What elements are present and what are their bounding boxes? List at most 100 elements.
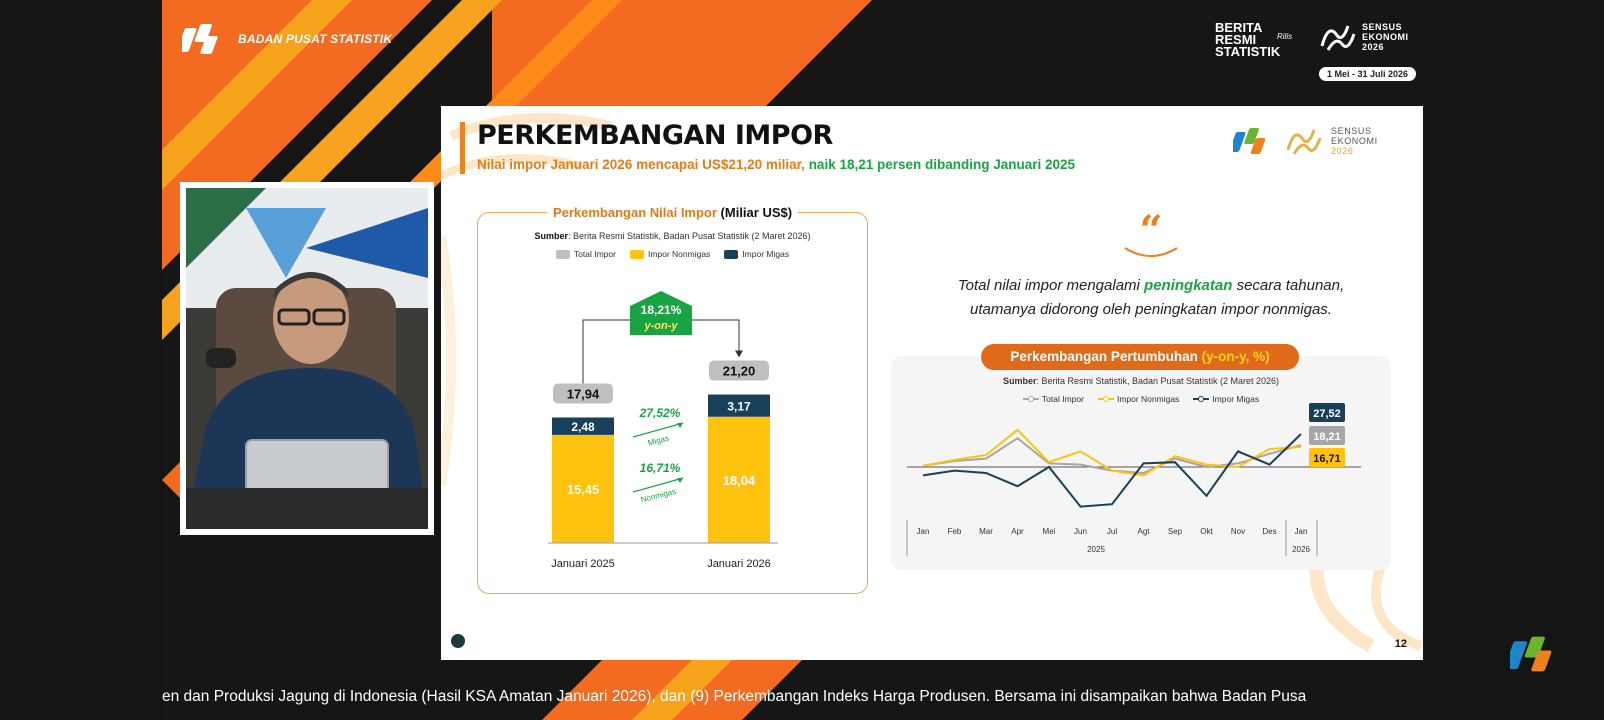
sensus-line-2: EKONOMI xyxy=(1362,32,1409,42)
source-text: : Berita Resmi Statistik, Badan Pusat St… xyxy=(1036,376,1280,386)
yoy-value: 18,21% xyxy=(641,303,682,317)
growth-legend-migas: Impor Migas xyxy=(1193,394,1259,404)
sensus-line-3: 2026 xyxy=(1362,42,1385,52)
key-insight-quote: “ Total nilai impor mengalami peningkata… xyxy=(901,207,1401,322)
nonmigas-growth-label: Nonmigas xyxy=(640,487,677,504)
yoy-label: y-on-y xyxy=(644,320,679,332)
end-label: 27,52 xyxy=(1313,408,1341,420)
growth-line-chart: 27,52 18,21 16,71 Jan Feb Mar Apr Mei Jun Jul Agt S… xyxy=(906,403,1361,556)
x-tick-label: Jan xyxy=(917,527,930,536)
nonmigas-growth-value: 16,71% xyxy=(640,461,681,475)
bar-nonmigas-label: 18,04 xyxy=(723,473,756,488)
presenter-video xyxy=(186,188,428,529)
end-label-box xyxy=(1309,426,1345,445)
quote-text: Total nilai impor mengalami peningkatan … xyxy=(901,274,1401,322)
quote-mark-icon: “ xyxy=(1139,207,1163,254)
brs-line-1: BERITA xyxy=(1215,20,1263,35)
legend-label: Total Impor xyxy=(573,249,616,259)
right-letterbox xyxy=(1432,0,1604,720)
legend-label: Impor Migas xyxy=(742,249,790,259)
left-letterbox xyxy=(0,0,162,720)
sensus-ekonomi-icon xyxy=(1320,25,1356,51)
brs-rilis: Rilis xyxy=(1277,32,1293,41)
line-nonmigas xyxy=(922,428,1302,477)
growth-title-white: Perkembangan Pertumbuhan xyxy=(1010,349,1202,364)
year-2025-label: 2025 xyxy=(1087,545,1105,554)
migas-growth-value: 27,52% xyxy=(639,406,681,420)
page-number: 12 xyxy=(1394,638,1407,650)
smile-decor xyxy=(1124,247,1178,257)
x-tick-label: Jan xyxy=(1295,527,1308,536)
import-value-chart-title: Perkembangan Nilai Impor (Miliar US$) xyxy=(478,205,867,220)
category-label: Januari 2025 xyxy=(551,558,615,570)
growth-source: Sumber: Berita Resmi Statistik, Badan Pu… xyxy=(891,376,1391,386)
x-tick-label: Feb xyxy=(948,527,962,536)
chart-title-orange: Perkembangan Nilai Impor xyxy=(552,205,717,220)
end-label: 18,21 xyxy=(1313,431,1341,443)
bar-migas-label: 3,17 xyxy=(727,400,751,414)
import-value-source: Sumber: Berita Resmi Statistik, Badan Pu… xyxy=(478,231,867,241)
bps-watermark xyxy=(1504,632,1566,681)
migas-growth-arrow xyxy=(632,422,684,438)
legend-label: Impor Nonmigas xyxy=(647,249,711,259)
connector-arrow xyxy=(735,350,743,358)
legend-label: Impor Nonmigas xyxy=(1116,394,1180,404)
leaf-icon xyxy=(451,634,465,648)
source-label: Sumber xyxy=(534,231,568,241)
slide-title: PERKEMBANGAN IMPOR xyxy=(477,120,833,151)
migas-growth-arrowhead xyxy=(677,423,683,428)
growth-chart-title: Perkembangan Pertumbuhan (y-on-y, %) xyxy=(981,344,1299,370)
sensus-ekonomi-logo: SENSUS EKONOMI 2026 xyxy=(1318,20,1409,54)
slide-bps-icon xyxy=(1233,128,1266,154)
bar-migas xyxy=(708,394,770,417)
slide-sensus-line-3: 2026 xyxy=(1331,146,1354,156)
end-label: 16,71 xyxy=(1313,453,1341,465)
growth-legend: Total Impor Impor Nonmigas Impor Migas xyxy=(891,394,1391,404)
slide-logos: SENSUS EKONOMI 2026 xyxy=(1233,124,1378,158)
legend-label: Total Impor xyxy=(1041,394,1084,404)
sensus-date-badge: 1 Mei - 31 Juli 2026 xyxy=(1319,67,1417,81)
bps-logo-icon xyxy=(182,24,218,54)
brs-line-3: STATISTIK xyxy=(1215,44,1281,59)
subtitle-green: naik 18,21 persen dibanding Januari 2025 xyxy=(808,157,1076,172)
total-badge xyxy=(709,360,769,381)
end-label-box xyxy=(1309,448,1345,467)
nonmigas-growth-arrow xyxy=(632,477,684,493)
year-2026-label: 2026 xyxy=(1292,545,1310,554)
bar-nonmigas-label: 15,45 xyxy=(567,482,600,497)
legend-item-nonmigas: Impor Nonmigas xyxy=(629,249,711,259)
berita-resmi-statistik-logo: BERITA RESMI STATISTIK Rilis xyxy=(1215,20,1292,59)
line-migas xyxy=(922,433,1302,508)
end-label-box xyxy=(1309,403,1345,422)
sensus-line-1: SENSUS xyxy=(1362,22,1403,32)
slide-subtitle: Nilai impor Januari 2026 mencapai US$21,… xyxy=(477,157,1075,172)
total-label: 17,94 xyxy=(567,386,600,401)
presentation-slide: PERKEMBANGAN IMPOR Nilai impor Januari 2… xyxy=(441,106,1423,660)
growth-legend-total: Total Impor xyxy=(1022,394,1084,404)
import-value-legend: Total Impor Impor Nonmigas Impor Migas xyxy=(478,249,867,259)
x-tick-label: Mar xyxy=(979,527,993,536)
x-tick-label: Apr xyxy=(1011,527,1024,536)
slide-sensus-line-2: EKONOMI xyxy=(1331,136,1378,146)
x-tick-label: Okt xyxy=(1200,527,1213,536)
yoy-badge xyxy=(630,291,692,335)
quote-part: Total nilai impor mengalami xyxy=(957,277,1145,294)
bar-nonmigas xyxy=(708,416,770,543)
x-tick-label: Agt xyxy=(1137,527,1150,536)
subtitle-orange: Nilai impor Januari 2026 mencapai US$21,… xyxy=(477,157,805,172)
category-label: Januari 2026 xyxy=(707,558,771,570)
import-value-bar-chart: 15,45 2,48 17,94 Januari 2025 18,04 3,17 21,20… xyxy=(548,291,778,570)
growth-legend-nonmigas: Impor Nonmigas xyxy=(1097,394,1180,404)
total-badge xyxy=(553,383,613,404)
slide-sensus-line-1: SENSUS xyxy=(1331,126,1372,136)
growth-chart-panel: Perkembangan Pertumbuhan (y-on-y, %) Sum… xyxy=(891,344,1391,570)
source-text: : Berita Resmi Statistik, Badan Pusat St… xyxy=(567,231,811,241)
x-tick-label: Jun xyxy=(1074,527,1087,536)
chart-title-black: (Miliar US$) xyxy=(716,205,793,220)
webcam-feed xyxy=(180,182,434,535)
nonmigas-growth-arrowhead xyxy=(677,478,683,483)
bar-nonmigas xyxy=(552,434,614,543)
title-accent-bar xyxy=(460,122,465,174)
bps-header-logo: BADAN PUSAT STATISTIK xyxy=(182,20,392,58)
